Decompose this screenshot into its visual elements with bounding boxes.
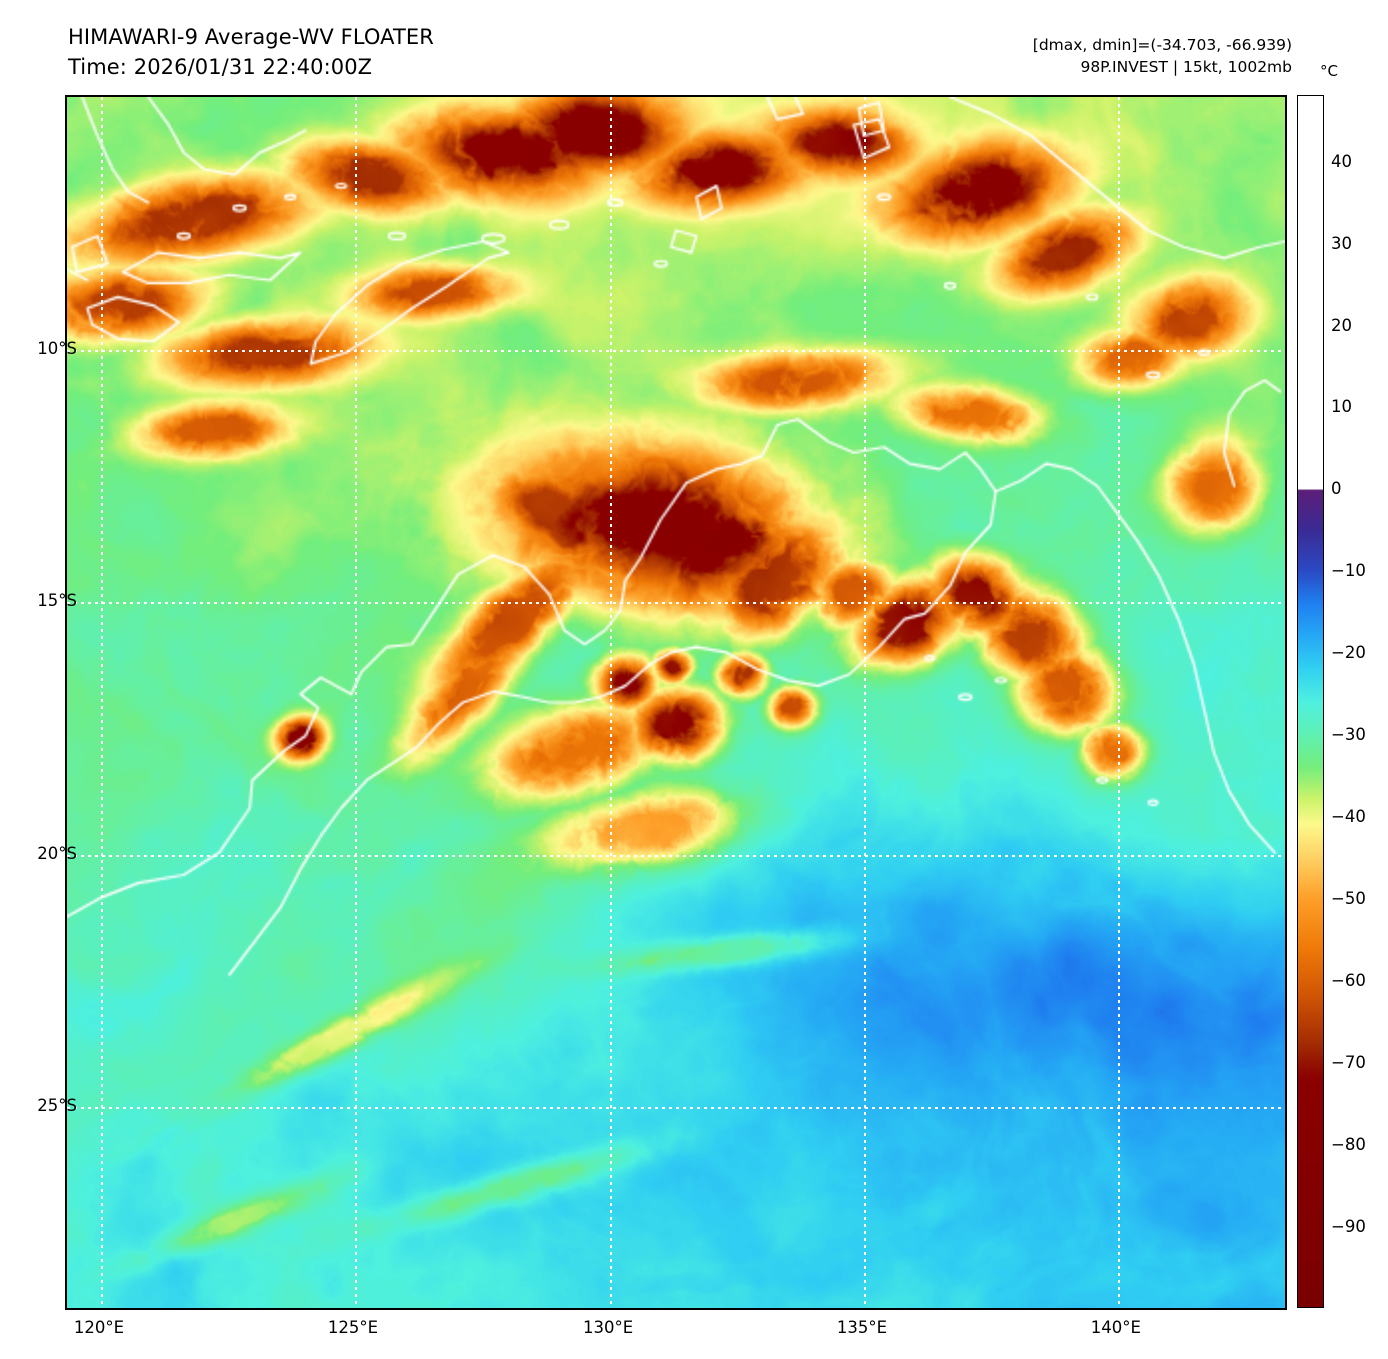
colorbar-tick-neg80: −80 xyxy=(1331,1135,1366,1155)
colorbar-tick-30: 30 xyxy=(1331,233,1352,253)
colorbar-tick-neg70: −70 xyxy=(1331,1053,1366,1073)
storm-info-label: 98P.INVEST | 15kt, 1002mb xyxy=(1080,58,1292,76)
page-title: HIMAWARI-9 Average-WV FLOATER xyxy=(68,25,434,49)
colorbar-tick-20: 20 xyxy=(1331,315,1352,335)
header-right-block: [dmax, dmin]=(-34.703, -66.939) 98P.INVE… xyxy=(872,34,1292,78)
xtick-120E: 120°E xyxy=(73,1318,125,1337)
xtick-125E: 125°E xyxy=(327,1318,379,1337)
colorbar-unit-label: °C xyxy=(1320,62,1338,80)
satellite-image-plot[interactable]: Copyright © 2020-2026 Dapiya xyxy=(65,95,1287,1310)
colorbar-tick-neg40: −40 xyxy=(1331,807,1366,827)
ytick-15S: 15°S xyxy=(37,591,77,611)
ytick-25S: 25°S xyxy=(37,1096,77,1115)
satellite-imagery-canvas xyxy=(67,97,1285,1308)
xtick-140E: 140°E xyxy=(1090,1318,1141,1337)
colorbar-tick-neg30: −30 xyxy=(1331,725,1366,745)
xtick-130E: 130°E xyxy=(583,1318,634,1337)
header-left-block: HIMAWARI-9 Average-WV FLOATER Time: 2026… xyxy=(68,22,768,82)
temperature-colorbar[interactable] xyxy=(1297,95,1324,1308)
colorbar-gradient xyxy=(1298,96,1323,1307)
colorbar-tick-40: 40 xyxy=(1331,151,1352,171)
colorbar-tick-neg10: −10 xyxy=(1331,561,1366,581)
ytick-10S: 10°S xyxy=(37,339,77,359)
ytick-20S: 20°S xyxy=(37,844,77,863)
colorbar-tick-0: 0 xyxy=(1331,479,1342,499)
xtick-135E: 135°E xyxy=(836,1318,888,1337)
colorbar-tick-neg90: −90 xyxy=(1331,1217,1366,1236)
colorbar-tick-neg20: −20 xyxy=(1331,643,1366,663)
timestamp-label: Time: 2026/01/31 22:40:00Z xyxy=(68,55,373,79)
colorbar-tick-neg50: −50 xyxy=(1331,889,1366,909)
colorbar-tick-10: 10 xyxy=(1331,397,1352,417)
colorbar-tick-neg60: −60 xyxy=(1331,971,1366,991)
data-range-label: [dmax, dmin]=(-34.703, -66.939) xyxy=(1032,36,1292,54)
